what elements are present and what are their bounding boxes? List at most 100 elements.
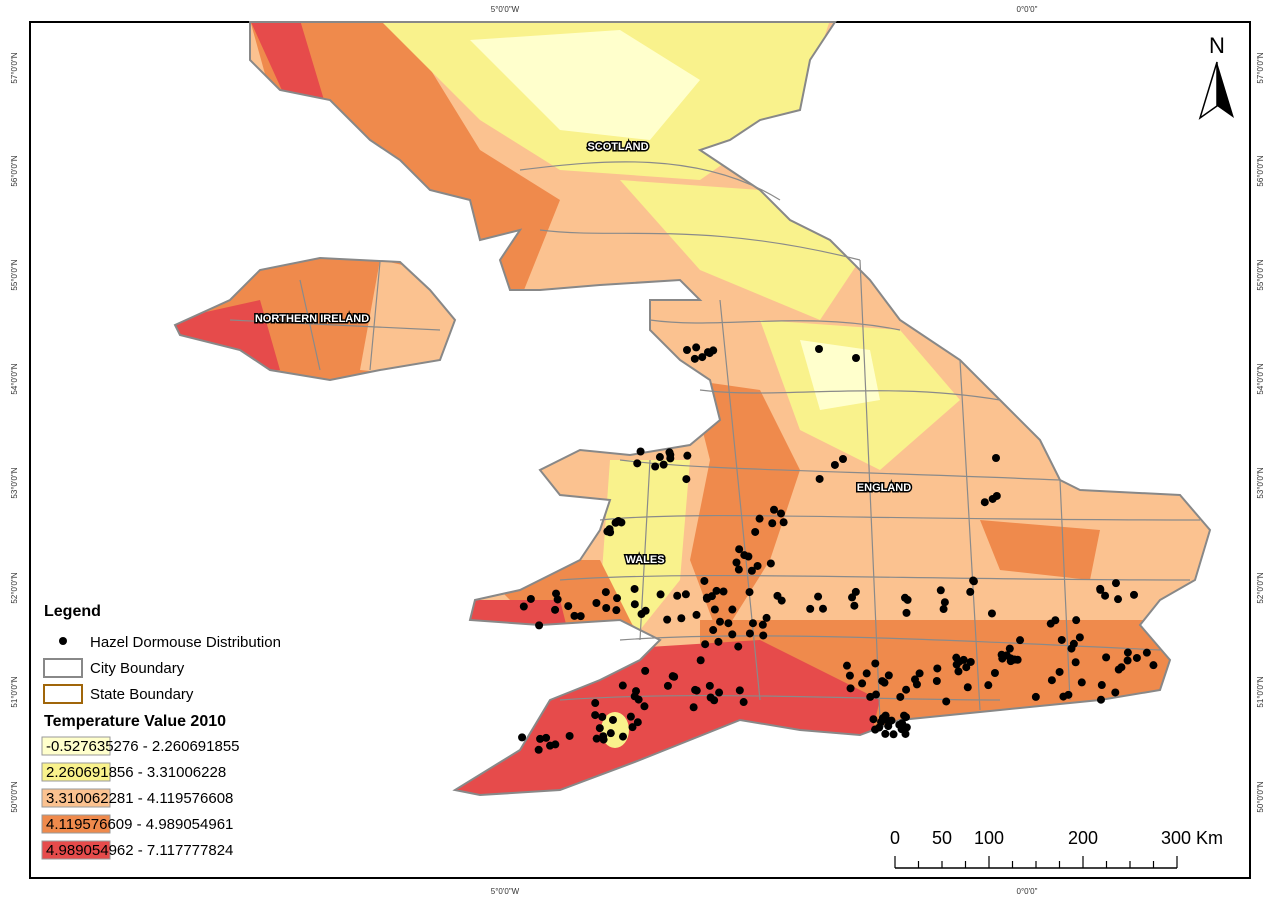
dormouse-point: [773, 591, 782, 600]
dormouse-point: [734, 642, 743, 651]
dormouse-point: [602, 603, 611, 612]
dormouse-point: [564, 602, 573, 611]
dormouse-point: [634, 695, 643, 704]
dormouse-point: [518, 733, 527, 742]
dormouse-point: [962, 663, 971, 672]
dormouse-point: [710, 605, 719, 614]
latitude-label: 50°0'0"N: [1256, 781, 1265, 812]
dormouse-point: [1059, 692, 1068, 701]
dormouse-point: [630, 584, 639, 593]
dormouse-point: [1047, 676, 1056, 685]
temperature-classes: -0.527635276 - 2.260691855 2.260691856 - …: [41, 736, 240, 860]
dormouse-point: [759, 631, 768, 640]
dormouse-point: [682, 475, 691, 484]
latitude-label: 51°0'0"N: [1256, 676, 1265, 707]
dormouse-point: [740, 551, 749, 560]
dormouse-point: [666, 454, 675, 463]
latitude-label: 52°0'0"N: [10, 572, 19, 603]
dormouse-point: [871, 659, 880, 668]
temperature-zone: [470, 30, 700, 140]
temperature-zone: [620, 180, 860, 320]
dormouse-point: [1072, 616, 1081, 625]
scale-label: 200: [1068, 828, 1098, 848]
dormouse-point: [673, 591, 682, 600]
dormouse-point: [745, 588, 754, 597]
dormouse-point: [633, 718, 642, 727]
dormouse-point: [655, 453, 664, 462]
legend-item: State Boundary: [90, 686, 194, 703]
dormouse-point: [1046, 619, 1055, 628]
dormouse-point: [952, 653, 961, 662]
dormouse-point: [969, 577, 978, 586]
dormouse-point: [692, 610, 701, 619]
legend-item: City Boundary: [90, 660, 185, 677]
dormouse-point: [677, 614, 686, 623]
dormouse-point: [915, 669, 924, 678]
dormouse-point: [551, 605, 560, 614]
legend-swatch: [41, 788, 111, 808]
dormouse-point: [1005, 644, 1014, 653]
dormouse-point: [747, 566, 756, 575]
dormouse-point: [628, 723, 637, 732]
dormouse-point: [814, 592, 823, 601]
dormouse-point: [640, 702, 649, 711]
dormouse-point: [707, 592, 716, 601]
dormouse-point: [942, 697, 951, 706]
dormouse-point: [618, 681, 627, 690]
dormouse-point: [641, 666, 650, 675]
dormouse-point: [753, 561, 762, 570]
dormouse-point: [735, 545, 744, 554]
dormouse-point: [980, 498, 989, 507]
dormouse-point: [815, 345, 823, 353]
legend-point: [59, 637, 67, 645]
dormouse-point: [902, 608, 911, 617]
dormouse-point: [963, 683, 972, 692]
dormouse-point: [992, 491, 1001, 500]
dormouse-point: [690, 354, 699, 363]
latitude-label: 57°0'0"N: [1256, 52, 1265, 83]
legend-swatch: [43, 684, 83, 704]
legend-item: Hazel Dormouse Distribution: [90, 634, 281, 651]
dormouse-point: [576, 612, 585, 621]
dormouse-point: [932, 676, 941, 685]
dormouse-point: [710, 696, 719, 705]
dormouse-point: [734, 565, 743, 574]
dormouse-point: [846, 684, 855, 693]
dormouse-point: [626, 712, 635, 721]
dormouse-point: [1123, 648, 1132, 657]
dormouse-point: [869, 715, 878, 724]
dormouse-point: [1009, 655, 1018, 664]
dormouse-point: [1002, 651, 1011, 660]
dormouse-point: [1031, 692, 1040, 701]
latitude-label: 54°0'0"N: [10, 363, 19, 394]
dormouse-point: [611, 518, 620, 527]
dormouse-point: [779, 518, 788, 527]
scale-label: 0: [890, 828, 900, 848]
dormouse-point: [862, 669, 871, 678]
north-arrow: N: [1198, 33, 1234, 120]
dormouse-point: [1016, 636, 1025, 645]
dormouse-point: [1075, 633, 1084, 642]
dormouse-point: [1077, 678, 1086, 687]
dormouse-point: [903, 595, 912, 604]
dormouse-point: [696, 656, 705, 665]
dormouse-point: [691, 685, 700, 694]
dormouse-point: [1123, 656, 1132, 665]
legend-swatch: [41, 736, 111, 756]
temperature-zone: [800, 340, 880, 410]
dormouse-point: [701, 640, 710, 649]
dormouse-point: [897, 725, 906, 734]
dormouse-point: [1117, 663, 1126, 672]
dormouse-point: [565, 731, 574, 740]
dormouse-point: [592, 598, 601, 607]
dormouse-point: [871, 690, 880, 699]
dormouse-point: [762, 613, 771, 622]
dormouse-point: [896, 692, 905, 701]
dormouse-point: [709, 626, 718, 635]
legend-title: Legend: [44, 603, 101, 620]
dormouse-point: [902, 685, 911, 694]
dormouse-point: [940, 598, 949, 607]
dormouse-point: [608, 715, 617, 724]
dormouse-point: [852, 354, 860, 362]
dormouse-point: [526, 594, 535, 603]
